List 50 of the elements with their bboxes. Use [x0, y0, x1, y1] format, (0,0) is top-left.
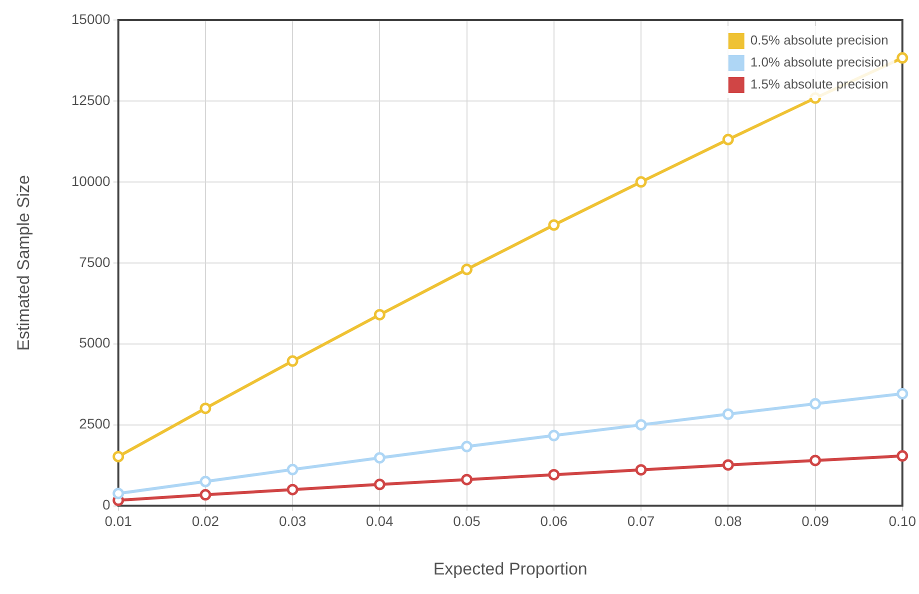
point: [722, 408, 734, 420]
x-tick-label: 0.10: [888, 513, 916, 530]
point: [374, 452, 386, 464]
point: [374, 308, 386, 320]
point: [722, 459, 734, 471]
point: [896, 450, 908, 462]
point: [286, 464, 298, 476]
x-tick-label: 0.07: [627, 513, 655, 530]
x-tick-label: 0.09: [802, 513, 830, 530]
y-tick-label: 12500: [71, 92, 111, 108]
legend-label: 1.5% absolute precision: [750, 76, 888, 92]
x-tick-label: 0.03: [278, 513, 306, 530]
y-tick-label: 2500: [79, 416, 111, 432]
x-axis-title: Expected Proportion: [433, 559, 588, 578]
x-tick-label: 0.06: [540, 513, 568, 530]
point: [548, 430, 560, 442]
point: [722, 134, 734, 146]
x-tick-label: 0.05: [453, 513, 481, 530]
point: [200, 402, 212, 414]
point: [286, 484, 298, 496]
y-tick-label: 0: [102, 496, 111, 513]
point: [810, 398, 822, 410]
x-tick-label: 0.08: [714, 513, 742, 530]
point: [548, 219, 560, 231]
x-tick-label: 0.04: [366, 513, 394, 530]
point: [200, 476, 212, 488]
point: [112, 488, 124, 500]
point: [635, 419, 647, 431]
y-tick-label: 7500: [79, 254, 111, 270]
point: [374, 478, 386, 490]
point: [112, 450, 124, 462]
point: [461, 264, 473, 276]
point: [461, 474, 473, 486]
point: [461, 440, 473, 452]
y-tick-label: 5000: [79, 334, 111, 351]
point: [810, 454, 822, 466]
y-axis-title: Estimated Sample Size: [14, 175, 33, 351]
y-tick-label: 15000: [71, 10, 111, 27]
point: [896, 52, 908, 64]
point: [896, 388, 908, 400]
point: [286, 355, 298, 367]
point: [548, 468, 560, 480]
legend-label: 1.0% absolute precision: [750, 54, 888, 70]
x-tick-label: 0.01: [104, 513, 132, 530]
x-tick-label: 0.02: [192, 513, 220, 530]
point: [635, 464, 647, 476]
point: [635, 176, 647, 188]
y-tick-label: 10000: [71, 172, 111, 189]
legend-label: 0.5% absolute precision: [750, 32, 888, 48]
point: [200, 489, 212, 501]
